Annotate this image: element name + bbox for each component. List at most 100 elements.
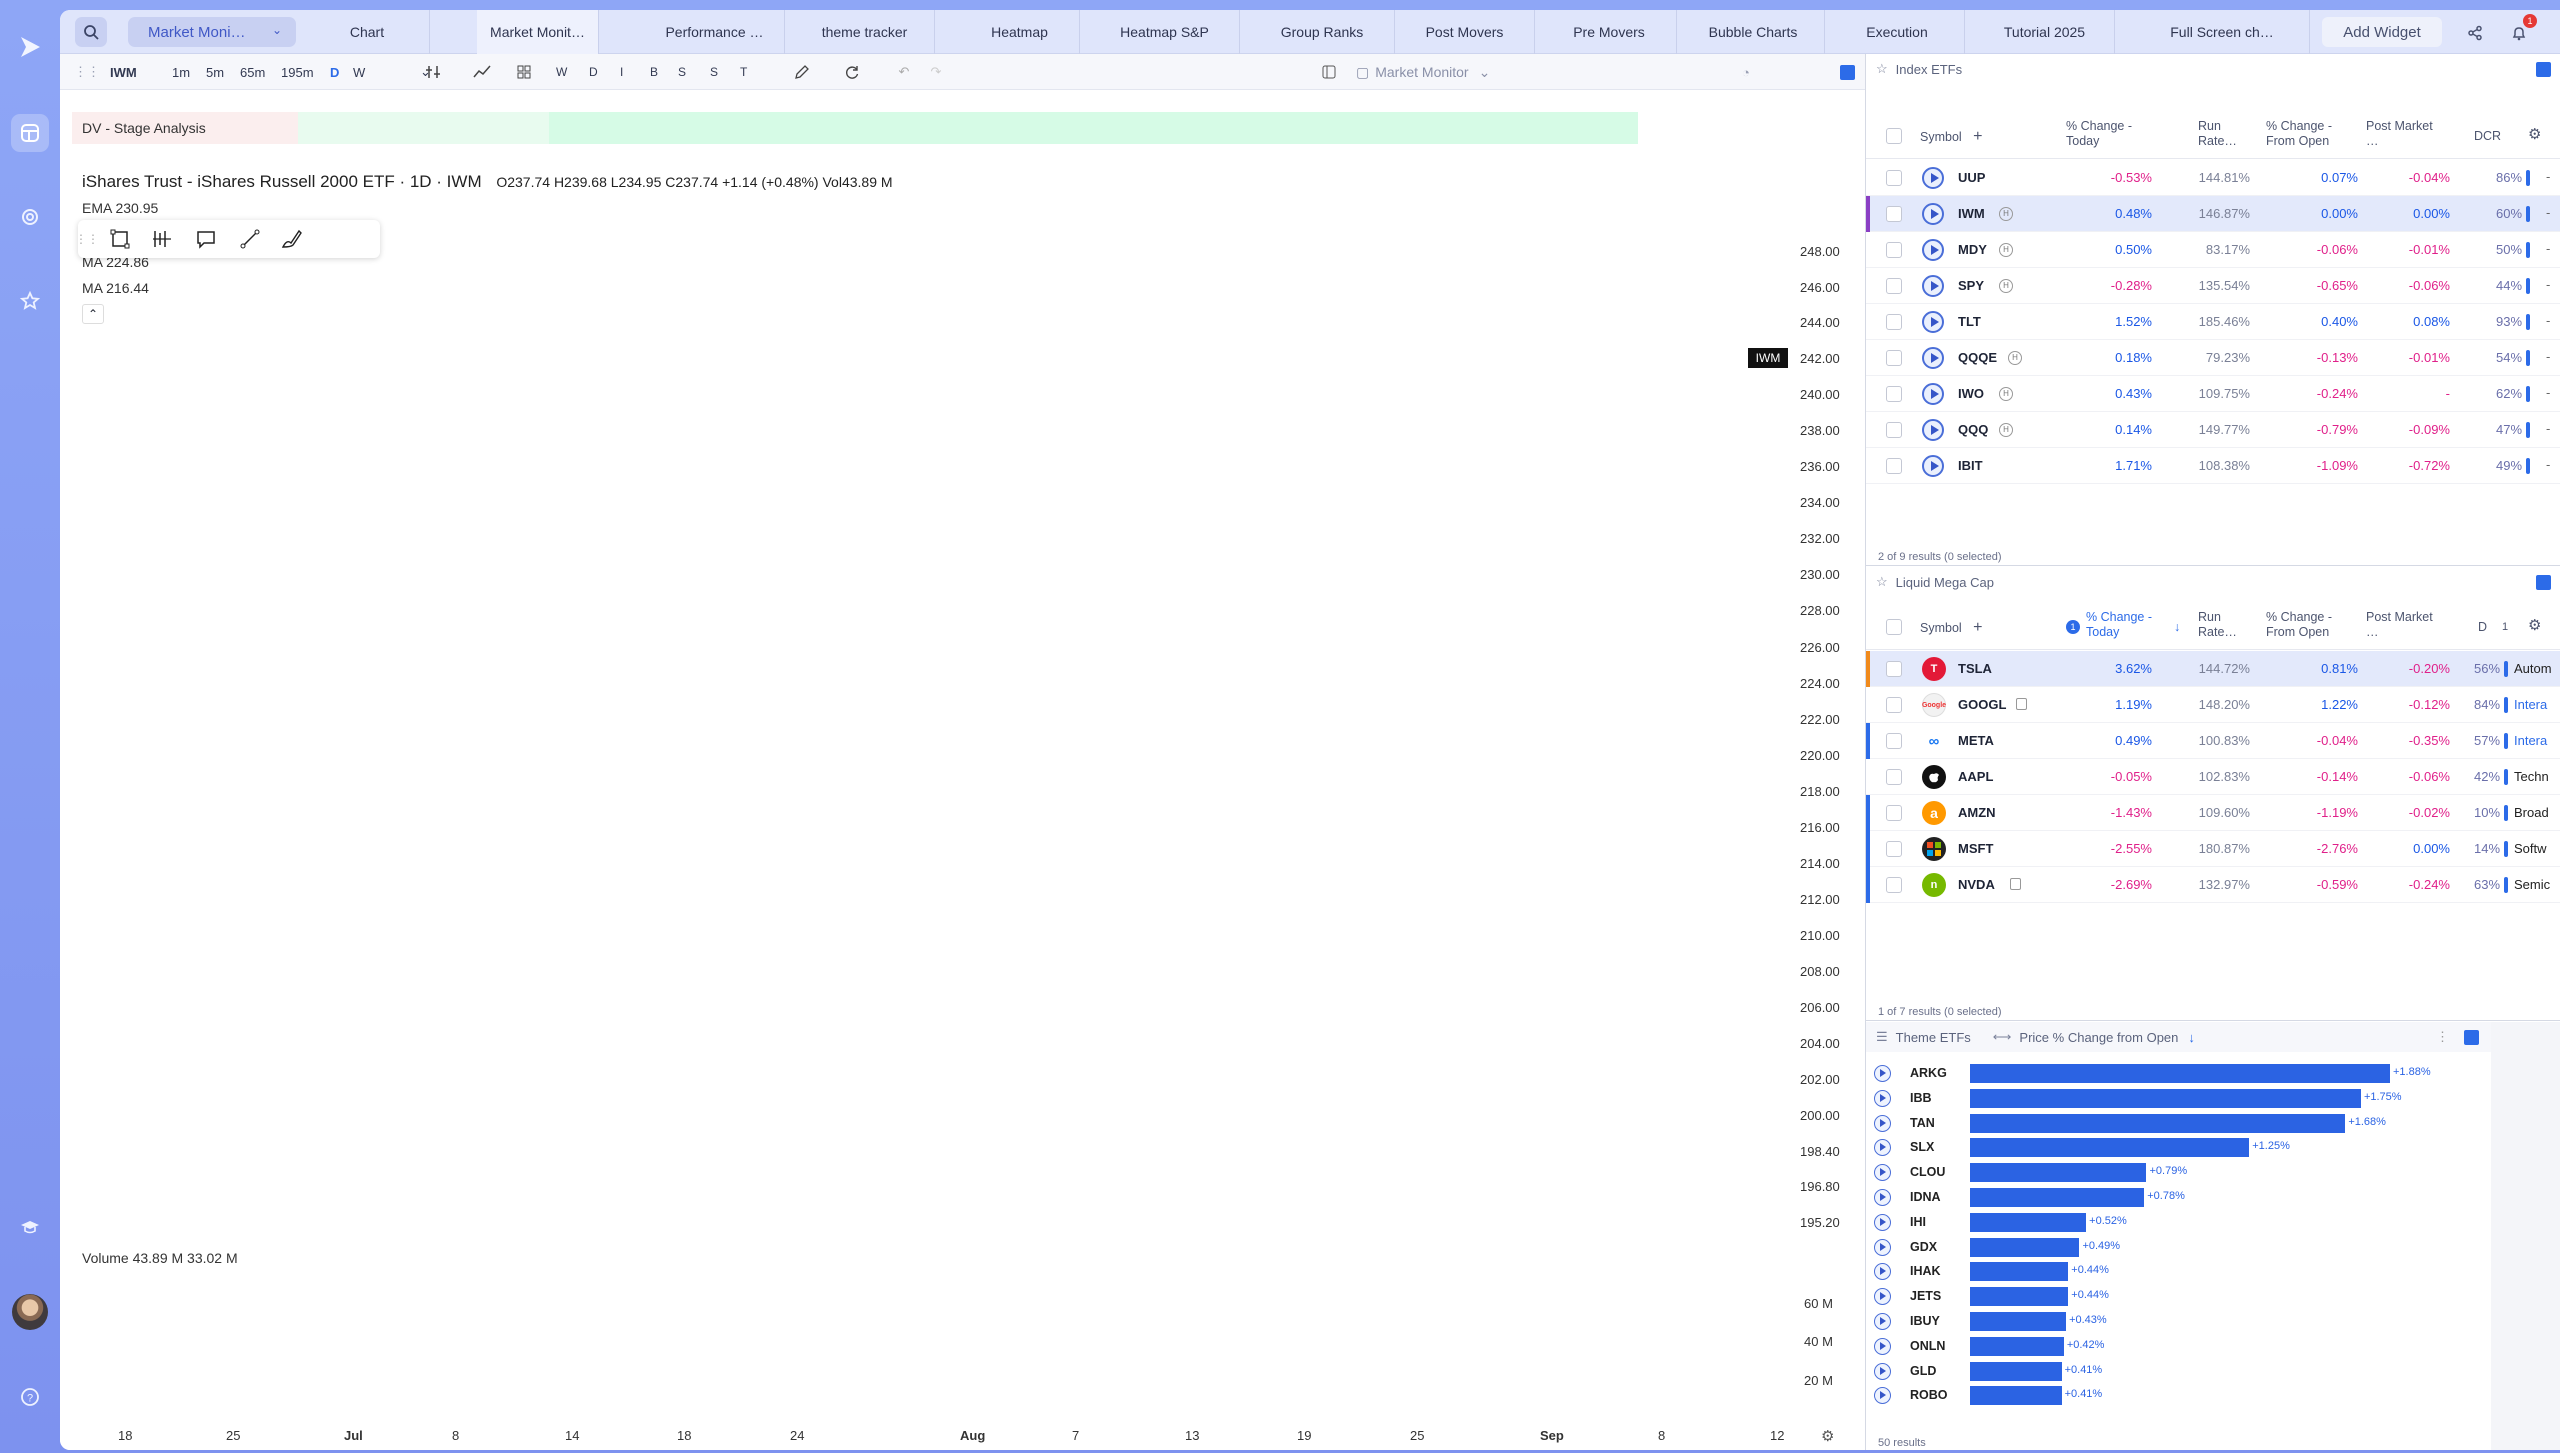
play-icon[interactable] <box>1922 383 1944 405</box>
drag-handle-icon[interactable]: ⋮⋮ <box>75 232 99 246</box>
col-run-rate[interactable]: Run Rate… <box>2198 610 2237 639</box>
theme-symbol[interactable]: JETS <box>1910 1289 1942 1304</box>
sort-desc-icon[interactable]: ↓ <box>2188 1029 2195 1045</box>
tab-10[interactable]: Bubble Charts <box>1682 10 1825 54</box>
list-item[interactable]: GLD +0.41% <box>1866 1359 2560 1384</box>
settings-icon[interactable]: ⚙ <box>2528 617 2542 634</box>
theme-symbol[interactable]: IHI <box>1910 1214 1926 1229</box>
tab-9[interactable]: Pre Movers <box>1542 10 1677 54</box>
symbol-cell[interactable]: QQQ <box>1958 422 1989 437</box>
symbol-cell[interactable]: IWO <box>1958 386 1984 401</box>
link-color-indicator[interactable] <box>1840 65 1855 80</box>
col-post-market[interactable]: Post Market … <box>2366 119 2433 148</box>
play-icon[interactable] <box>1922 275 1944 297</box>
graduation-cap-icon[interactable] <box>11 1208 49 1246</box>
tab-8[interactable]: Post Movers <box>1395 10 1535 54</box>
interval-W[interactable]: W <box>353 64 366 80</box>
play-icon[interactable] <box>1874 1089 1891 1107</box>
row-checkbox[interactable] <box>1886 458 1902 474</box>
period-0[interactable]: W <box>556 65 568 79</box>
list-item[interactable]: GDX +0.49% <box>1866 1235 2560 1260</box>
price-chart[interactable]: DV - Stage Analysis iShares Trust - iSha… <box>60 90 1865 1450</box>
row-checkbox[interactable] <box>1886 314 1902 330</box>
row-checkbox[interactable] <box>1886 242 1902 258</box>
play-icon[interactable] <box>1874 1139 1891 1157</box>
more-icon[interactable]: ⋮ <box>2436 1029 2449 1044</box>
theme-symbol[interactable]: ONLN <box>1910 1338 1946 1353</box>
table-row[interactable]: TLT 1.52% 185.46% 0.40% 0.08% 93% - <box>1866 304 2560 340</box>
symbol-cell[interactable]: NVDA <box>1958 877 1995 892</box>
col-change-today[interactable]: % Change - Today <box>2086 610 2153 639</box>
holdings-icon[interactable]: H <box>2008 351 2022 365</box>
play-icon[interactable] <box>1874 1164 1891 1182</box>
play-icon[interactable] <box>1874 1114 1891 1132</box>
table-row[interactable]: IWM H 0.48% 146.87% 0.00% 0.00% 60% - <box>1866 196 2560 232</box>
play-icon[interactable] <box>1874 1238 1891 1256</box>
symbol-cell[interactable]: UUP <box>1958 170 1986 185</box>
refresh-icon[interactable] <box>838 54 866 90</box>
metric-selector[interactable]: Price % Change from Open <box>2019 1029 2179 1045</box>
row-checkbox[interactable] <box>1886 386 1902 402</box>
table-row[interactable]: AAPL -0.05% 102.83% -0.14% -0.06% 42% Techn <box>1866 759 2560 795</box>
play-icon[interactable] <box>1874 1387 1891 1405</box>
play-icon[interactable] <box>1874 1362 1891 1380</box>
table-row[interactable]: n NVDA -2.69% 132.97% -0.59% -0.24% 63% Semic <box>1866 867 2560 903</box>
holdings-icon[interactable]: H <box>1999 387 2013 401</box>
row-checkbox[interactable] <box>1886 206 1902 222</box>
symbol-cell[interactable]: TLT <box>1958 314 1981 329</box>
col-dcr[interactable]: DCR <box>2474 129 2502 143</box>
play-icon[interactable] <box>1922 203 1944 225</box>
period-5[interactable]: S <box>710 65 719 79</box>
search-button[interactable] <box>75 17 107 47</box>
select-all-checkbox[interactable] <box>1886 619 1902 635</box>
row-checkbox[interactable] <box>1886 805 1902 821</box>
table-row[interactable]: Google GOOGL 1.19% 148.20% 1.22% -0.12% 84% Int… <box>1866 687 2560 723</box>
interval-65m[interactable]: 65m <box>240 64 266 80</box>
col-change-today[interactable]: % Change - Today <box>2066 119 2133 148</box>
period-1[interactable]: D <box>589 65 598 79</box>
theme-symbol[interactable]: SLX <box>1910 1140 1935 1155</box>
period-2[interactable]: I <box>620 65 624 79</box>
pencil-icon[interactable] <box>788 54 816 90</box>
tab-12[interactable]: Tutorial 2025 <box>1975 10 2115 54</box>
row-checkbox[interactable] <box>1886 422 1902 438</box>
grid-icon[interactable] <box>510 54 538 90</box>
play-icon[interactable] <box>1874 1263 1891 1281</box>
dashboard-icon[interactable] <box>11 114 49 152</box>
interval-5m[interactable]: 5m <box>206 64 225 80</box>
table-row[interactable]: QQQE H 0.18% 79.23% -0.13% -0.01% 54% - <box>1866 340 2560 376</box>
comment-tool-icon[interactable] <box>192 221 220 257</box>
symbol-cell[interactable]: AAPL <box>1958 769 1994 784</box>
row-checkbox[interactable] <box>1886 661 1902 677</box>
symbol-cell[interactable]: SPY <box>1958 278 1985 293</box>
play-icon[interactable] <box>1874 1337 1891 1355</box>
row-checkbox[interactable] <box>1886 350 1902 366</box>
col-post-market[interactable]: Post Market … <box>2366 610 2433 639</box>
tab-13[interactable]: Full Screen ch… <box>2135 10 2310 54</box>
chevron-down-icon[interactable]: ⌄ <box>420 64 431 79</box>
play-icon[interactable] <box>1922 455 1944 477</box>
holdings-icon[interactable]: H <box>1999 207 2013 221</box>
play-icon[interactable] <box>1874 1288 1891 1306</box>
symbol-cell[interactable]: TSLA <box>1958 661 1992 676</box>
layout-selector[interactable]: Market Moni… ⌄ <box>128 17 296 47</box>
period-6[interactable]: T <box>740 65 748 79</box>
logo-icon[interactable] <box>11 28 49 66</box>
brush-tool-icon[interactable] <box>278 221 306 257</box>
col-change-open[interactable]: % Change - From Open <box>2266 119 2333 148</box>
bell-icon[interactable] <box>2506 20 2532 46</box>
table-row[interactable]: MDY H 0.50% 83.17% -0.06% -0.01% 50% - <box>1866 232 2560 268</box>
symbol-cell[interactable]: IWM <box>1958 206 1985 221</box>
layout-name-selector[interactable]: ▢ Market Monitor ⌄ <box>1356 54 1490 90</box>
symbol-cell[interactable]: IBIT <box>1958 458 1983 473</box>
col-symbol[interactable]: Symbol + <box>1920 619 1983 636</box>
line-tool-icon[interactable] <box>236 221 264 257</box>
symbol-cell[interactable]: QQQE <box>1958 350 1998 365</box>
tab-7[interactable]: Group Ranks <box>1250 10 1395 54</box>
chart-canvas[interactable] <box>60 90 1865 1450</box>
theme-symbol[interactable]: TAN <box>1910 1115 1935 1130</box>
add-widget-button[interactable]: Add Widget <box>2322 17 2442 47</box>
col-dcr[interactable]: D <box>2478 620 2488 634</box>
holdings-icon[interactable]: H <box>1999 423 2013 437</box>
play-icon[interactable] <box>1874 1213 1891 1231</box>
